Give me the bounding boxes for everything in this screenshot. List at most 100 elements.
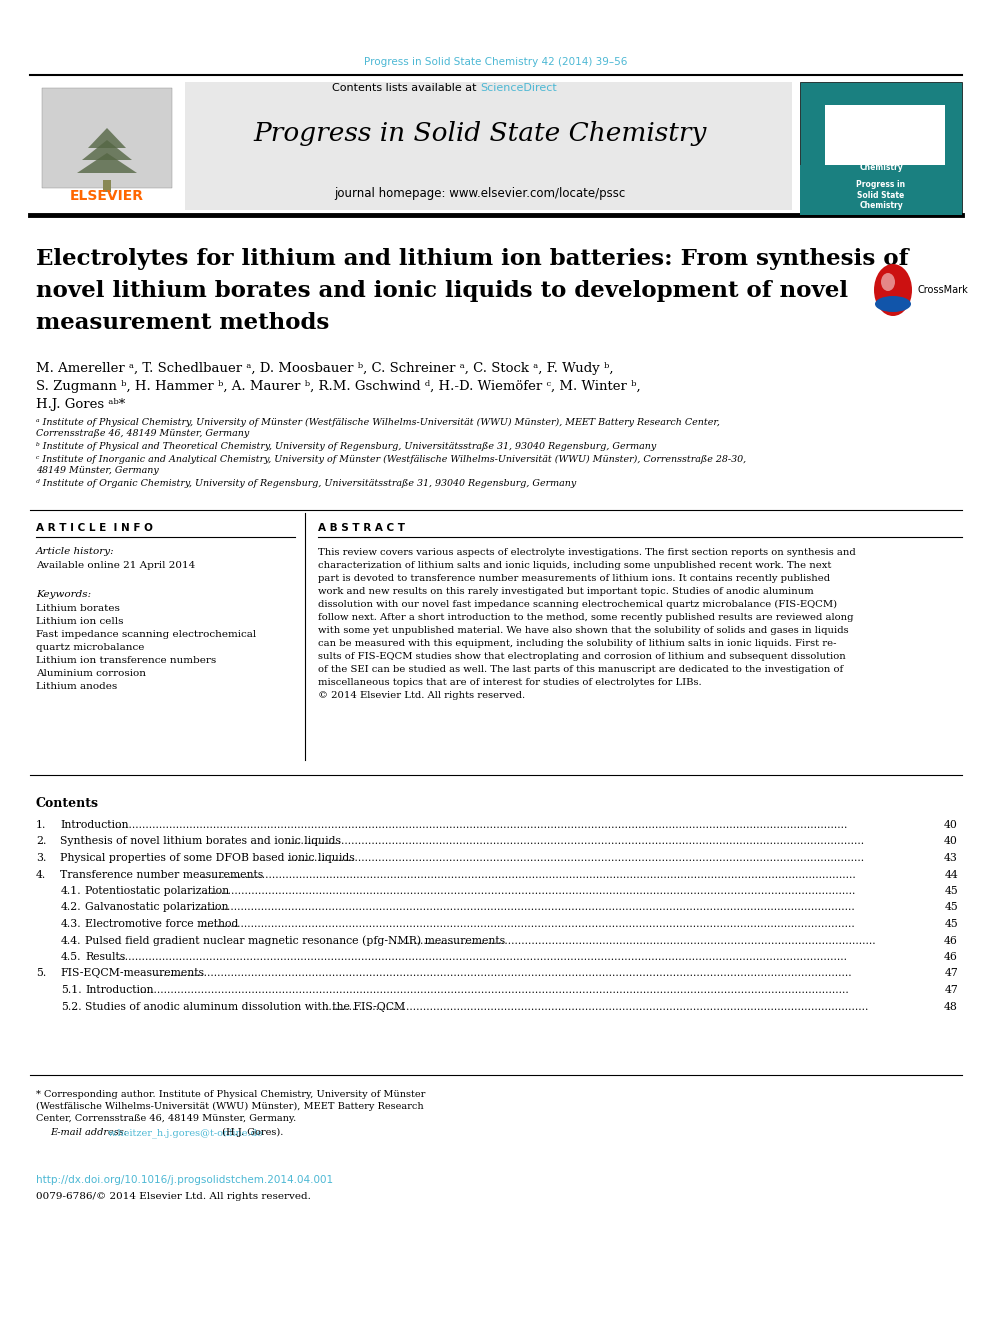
Text: Introduction: Introduction <box>60 820 129 830</box>
Text: 4.4.: 4.4. <box>61 935 81 946</box>
Text: can be measured with this equipment, including the solubility of lithium salts i: can be measured with this equipment, inc… <box>318 639 836 648</box>
Text: 4.2.: 4.2. <box>61 902 81 913</box>
Text: 47: 47 <box>944 986 958 995</box>
Text: 43: 43 <box>944 853 958 863</box>
Text: Corrensstraße 46, 48149 Münster, Germany: Corrensstraße 46, 48149 Münster, Germany <box>36 429 249 438</box>
Text: Introduction: Introduction <box>85 986 154 995</box>
Text: 3.: 3. <box>36 853 47 863</box>
FancyBboxPatch shape <box>185 82 792 210</box>
Text: ................................................................................: ........................................… <box>200 869 855 880</box>
Text: Electromotive force method: Electromotive force method <box>85 919 238 929</box>
Text: Center, Corrensstraße 46, 48149 Münster, Germany.: Center, Corrensstraße 46, 48149 Münster,… <box>36 1114 297 1123</box>
Text: Electrolytes for lithium and lithium ion batteries: From synthesis of: Electrolytes for lithium and lithium ion… <box>36 247 909 270</box>
Text: characterization of lithium salts and ionic liquids, including some unpublished : characterization of lithium salts and io… <box>318 561 831 570</box>
Text: (H.J. Gores).: (H.J. Gores). <box>219 1129 284 1138</box>
Text: ................................................................................: ........................................… <box>154 968 852 979</box>
Text: ᵈ Institute of Organic Chemistry, University of Regensburg, Universitätsstraße 3: ᵈ Institute of Organic Chemistry, Univer… <box>36 479 576 488</box>
Text: 5.2.: 5.2. <box>61 1002 81 1012</box>
Text: Progress in Solid State Chemistry: Progress in Solid State Chemistry <box>253 120 706 146</box>
Text: 45: 45 <box>944 919 958 929</box>
Text: of the SEI can be studied as well. The last parts of this manuscript are dedicat: of the SEI can be studied as well. The l… <box>318 665 843 673</box>
Text: Physical properties of some DFOB based ionic liquids: Physical properties of some DFOB based i… <box>60 853 355 863</box>
Text: Lithium ion cells: Lithium ion cells <box>36 617 123 626</box>
Text: 2.: 2. <box>36 836 47 847</box>
Text: 5.: 5. <box>36 968 47 979</box>
Ellipse shape <box>881 273 895 291</box>
Text: CrossMark: CrossMark <box>917 284 968 295</box>
Text: ................................................................................: ........................................… <box>287 853 864 863</box>
Text: © 2014 Elsevier Ltd. All rights reserved.: © 2014 Elsevier Ltd. All rights reserved… <box>318 691 525 700</box>
Text: with some yet unpublished material. We have also shown that the solubility of so: with some yet unpublished material. We h… <box>318 626 848 635</box>
Text: ELSEVIER: ELSEVIER <box>70 189 144 202</box>
Text: 5.1.: 5.1. <box>61 986 81 995</box>
Text: ................................................................................: ........................................… <box>140 986 848 995</box>
Text: Results: Results <box>85 953 125 962</box>
Text: Aluminium corrosion: Aluminium corrosion <box>36 669 146 677</box>
Text: sults of FIS-EQCM studies show that electroplating and corrosion of lithium and : sults of FIS-EQCM studies show that elec… <box>318 652 846 662</box>
Text: 45: 45 <box>944 902 958 913</box>
Text: ................................................................................: ........................................… <box>199 902 854 913</box>
Text: w.heitzer_h.j.gores@t-online.de: w.heitzer_h.j.gores@t-online.de <box>107 1129 263 1138</box>
Text: work and new results on this rarely investigated but important topic. Studies of: work and new results on this rarely inve… <box>318 587 813 595</box>
Text: 48149 Münster, Germany: 48149 Münster, Germany <box>36 466 159 475</box>
Text: This review covers various aspects of electrolyte investigations. The first sect: This review covers various aspects of el… <box>318 548 856 557</box>
FancyBboxPatch shape <box>42 89 172 188</box>
Text: M. Amereller ᵃ, T. Schedlbauer ᵃ, D. Moosbauer ᵇ, C. Schreiner ᵃ, C. Stock ᵃ, F.: M. Amereller ᵃ, T. Schedlbauer ᵃ, D. Moo… <box>36 363 613 374</box>
Polygon shape <box>82 140 132 160</box>
Text: http://dx.doi.org/10.1016/j.progsolidstchem.2014.04.001: http://dx.doi.org/10.1016/j.progsolidstc… <box>36 1175 333 1185</box>
Text: Article history:: Article history: <box>36 546 115 556</box>
FancyBboxPatch shape <box>30 82 185 210</box>
Text: miscellaneous topics that are of interest for studies of electrolytes for LIBs.: miscellaneous topics that are of interes… <box>318 677 701 687</box>
Text: novel lithium borates and ionic liquids to development of novel: novel lithium borates and ionic liquids … <box>36 280 848 302</box>
Text: dissolution with our novel fast impedance scanning electrochemical quartz microb: dissolution with our novel fast impedanc… <box>318 601 837 609</box>
Text: Lithium anodes: Lithium anodes <box>36 681 117 691</box>
Text: H.J. Gores ᵃᵇ*: H.J. Gores ᵃᵇ* <box>36 398 125 411</box>
Text: 4.: 4. <box>36 869 47 880</box>
Text: part is devoted to transference number measurements of lithium ions. It contains: part is devoted to transference number m… <box>318 574 830 583</box>
Text: S. Zugmann ᵇ, H. Hammer ᵇ, A. Maurer ᵇ, R.M. Gschwind ᵈ, H.-D. Wiemöfer ᶜ, M. Wi: S. Zugmann ᵇ, H. Hammer ᵇ, A. Maurer ᵇ, … <box>36 380 641 393</box>
Text: follow next. After a short introduction to the method, some recently published r: follow next. After a short introduction … <box>318 613 853 622</box>
Text: 1.: 1. <box>36 820 47 830</box>
Text: 48: 48 <box>944 1002 958 1012</box>
Text: Synthesis of novel lithium borates and ionic liquids: Synthesis of novel lithium borates and i… <box>60 836 341 847</box>
Text: Potentiostatic polarization: Potentiostatic polarization <box>85 886 229 896</box>
Text: Progress in
Solid State
Chemistry: Progress in Solid State Chemistry <box>856 180 906 210</box>
Text: Galvanostatic polarization: Galvanostatic polarization <box>85 902 228 913</box>
Text: ᵃ Institute of Physical Chemistry, University of Münster (Westfälische Wilhelms-: ᵃ Institute of Physical Chemistry, Unive… <box>36 418 720 427</box>
Text: Transference number measurements: Transference number measurements <box>60 869 263 880</box>
FancyArrow shape <box>103 180 111 192</box>
Text: 44: 44 <box>944 869 958 880</box>
Polygon shape <box>77 153 137 173</box>
Ellipse shape <box>874 265 912 316</box>
Text: Progress in
Solid State
Chemistry: Progress in Solid State Chemistry <box>856 142 906 172</box>
Text: 4.5.: 4.5. <box>61 953 81 962</box>
Text: ................................................................................: ........................................… <box>287 836 864 847</box>
Text: 40: 40 <box>944 820 958 830</box>
Text: ................................................................................: ........................................… <box>118 953 847 962</box>
Text: 0079-6786/© 2014 Elsevier Ltd. All rights reserved.: 0079-6786/© 2014 Elsevier Ltd. All right… <box>36 1192 310 1201</box>
Text: Contents lists available at: Contents lists available at <box>332 83 480 93</box>
Text: ................................................................................: ........................................… <box>393 935 876 946</box>
FancyBboxPatch shape <box>825 105 945 194</box>
Text: quartz microbalance: quartz microbalance <box>36 643 145 652</box>
Ellipse shape <box>875 296 911 312</box>
Text: Contents: Contents <box>36 796 99 810</box>
Text: 45: 45 <box>944 886 958 896</box>
Text: Keywords:: Keywords: <box>36 590 91 599</box>
Text: ScienceDirect: ScienceDirect <box>480 83 557 93</box>
Text: FIS-EQCM-measurements: FIS-EQCM-measurements <box>60 968 204 979</box>
Text: ᶜ Institute of Inorganic and Analytical Chemistry, University of Münster (Westfä: ᶜ Institute of Inorganic and Analytical … <box>36 455 746 464</box>
Text: 40: 40 <box>944 836 958 847</box>
Text: Available online 21 April 2014: Available online 21 April 2014 <box>36 561 195 570</box>
Text: Studies of anodic aluminum dissolution with the FIS-QCM: Studies of anodic aluminum dissolution w… <box>85 1002 406 1012</box>
Text: Progress in Solid State Chemistry 42 (2014) 39–56: Progress in Solid State Chemistry 42 (20… <box>364 57 628 67</box>
Polygon shape <box>88 128 126 148</box>
Text: A B S T R A C T: A B S T R A C T <box>318 523 405 533</box>
Text: journal homepage: www.elsevier.com/locate/pssc: journal homepage: www.elsevier.com/locat… <box>334 187 626 200</box>
Text: ................................................................................: ........................................… <box>324 1002 868 1012</box>
Text: Fast impedance scanning electrochemical: Fast impedance scanning electrochemical <box>36 630 256 639</box>
FancyBboxPatch shape <box>800 165 962 216</box>
Text: ................................................................................: ........................................… <box>199 919 854 929</box>
Text: 47: 47 <box>944 968 958 979</box>
Text: (Westfälische Wilhelms-Universität (WWU) Münster), MEET Battery Research: (Westfälische Wilhelms-Universität (WWU)… <box>36 1102 424 1111</box>
